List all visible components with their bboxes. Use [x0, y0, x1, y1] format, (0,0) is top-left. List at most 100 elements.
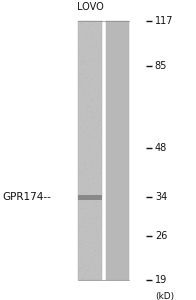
Point [82, 225, 85, 230]
Point [84, 227, 87, 232]
Point [99, 51, 103, 56]
Point [80, 188, 83, 192]
Point [88, 21, 91, 26]
Point [84, 117, 87, 122]
Point [86, 45, 89, 50]
Point [95, 230, 98, 234]
Point [88, 90, 91, 95]
Point [84, 42, 88, 46]
Point [96, 272, 99, 277]
Point [84, 182, 88, 187]
Point [95, 125, 99, 130]
Point [78, 20, 82, 25]
Point [83, 272, 86, 277]
Point [77, 50, 81, 54]
Point [88, 104, 91, 109]
Point [86, 25, 89, 30]
Point [92, 160, 95, 164]
Point [92, 173, 95, 178]
Point [96, 125, 99, 130]
Point [84, 190, 87, 194]
Point [99, 78, 102, 83]
Point [80, 255, 83, 260]
Point [86, 103, 89, 107]
Point [96, 58, 99, 62]
Point [81, 100, 84, 105]
Point [83, 160, 86, 165]
Point [81, 275, 84, 280]
Point [93, 88, 96, 93]
Point [90, 205, 93, 209]
Point [86, 221, 90, 226]
Point [85, 125, 89, 130]
Point [99, 138, 102, 143]
Point [96, 237, 99, 242]
Point [99, 248, 102, 253]
Point [84, 234, 87, 239]
Point [94, 204, 98, 208]
Point [95, 199, 98, 204]
Point [91, 175, 94, 179]
Point [95, 93, 98, 98]
Point [88, 239, 91, 244]
Point [85, 267, 88, 272]
Point [85, 229, 88, 234]
Point [95, 228, 98, 233]
Point [82, 215, 85, 220]
Point [78, 242, 82, 246]
Point [98, 247, 101, 252]
Point [96, 81, 99, 85]
Point [84, 77, 87, 82]
Text: GPR174--: GPR174-- [2, 192, 51, 202]
Point [92, 181, 95, 186]
Point [98, 87, 101, 92]
Point [96, 226, 99, 230]
Point [87, 122, 90, 127]
Point [92, 151, 95, 155]
Point [90, 110, 93, 115]
Point [96, 87, 99, 92]
Point [83, 68, 86, 72]
Point [99, 145, 102, 150]
Point [80, 230, 83, 235]
Point [93, 250, 96, 255]
Point [90, 255, 93, 260]
Point [81, 191, 84, 196]
Point [92, 200, 95, 205]
Point [78, 113, 81, 118]
Point [88, 219, 91, 224]
Point [98, 264, 102, 269]
Point [98, 263, 101, 268]
Point [87, 196, 91, 201]
Text: 19: 19 [155, 275, 167, 285]
Point [90, 114, 93, 118]
Point [88, 188, 91, 192]
Point [96, 207, 99, 212]
Point [85, 112, 88, 117]
Point [98, 171, 101, 176]
Point [99, 81, 103, 86]
Text: 117: 117 [155, 16, 173, 26]
Point [84, 262, 87, 267]
Point [97, 242, 100, 247]
Point [84, 35, 87, 40]
Point [84, 58, 87, 63]
Point [91, 97, 94, 101]
Point [93, 253, 96, 258]
Point [98, 140, 101, 145]
Point [84, 228, 87, 233]
Point [80, 78, 83, 83]
Point [95, 143, 98, 148]
Point [78, 169, 82, 173]
Point [83, 153, 86, 158]
Point [80, 244, 83, 249]
Point [81, 225, 84, 230]
Point [91, 158, 94, 163]
Point [81, 262, 84, 267]
Point [89, 164, 92, 168]
Point [87, 269, 90, 274]
Point [80, 154, 83, 159]
Point [83, 61, 87, 66]
Point [80, 75, 83, 80]
Point [93, 202, 97, 207]
